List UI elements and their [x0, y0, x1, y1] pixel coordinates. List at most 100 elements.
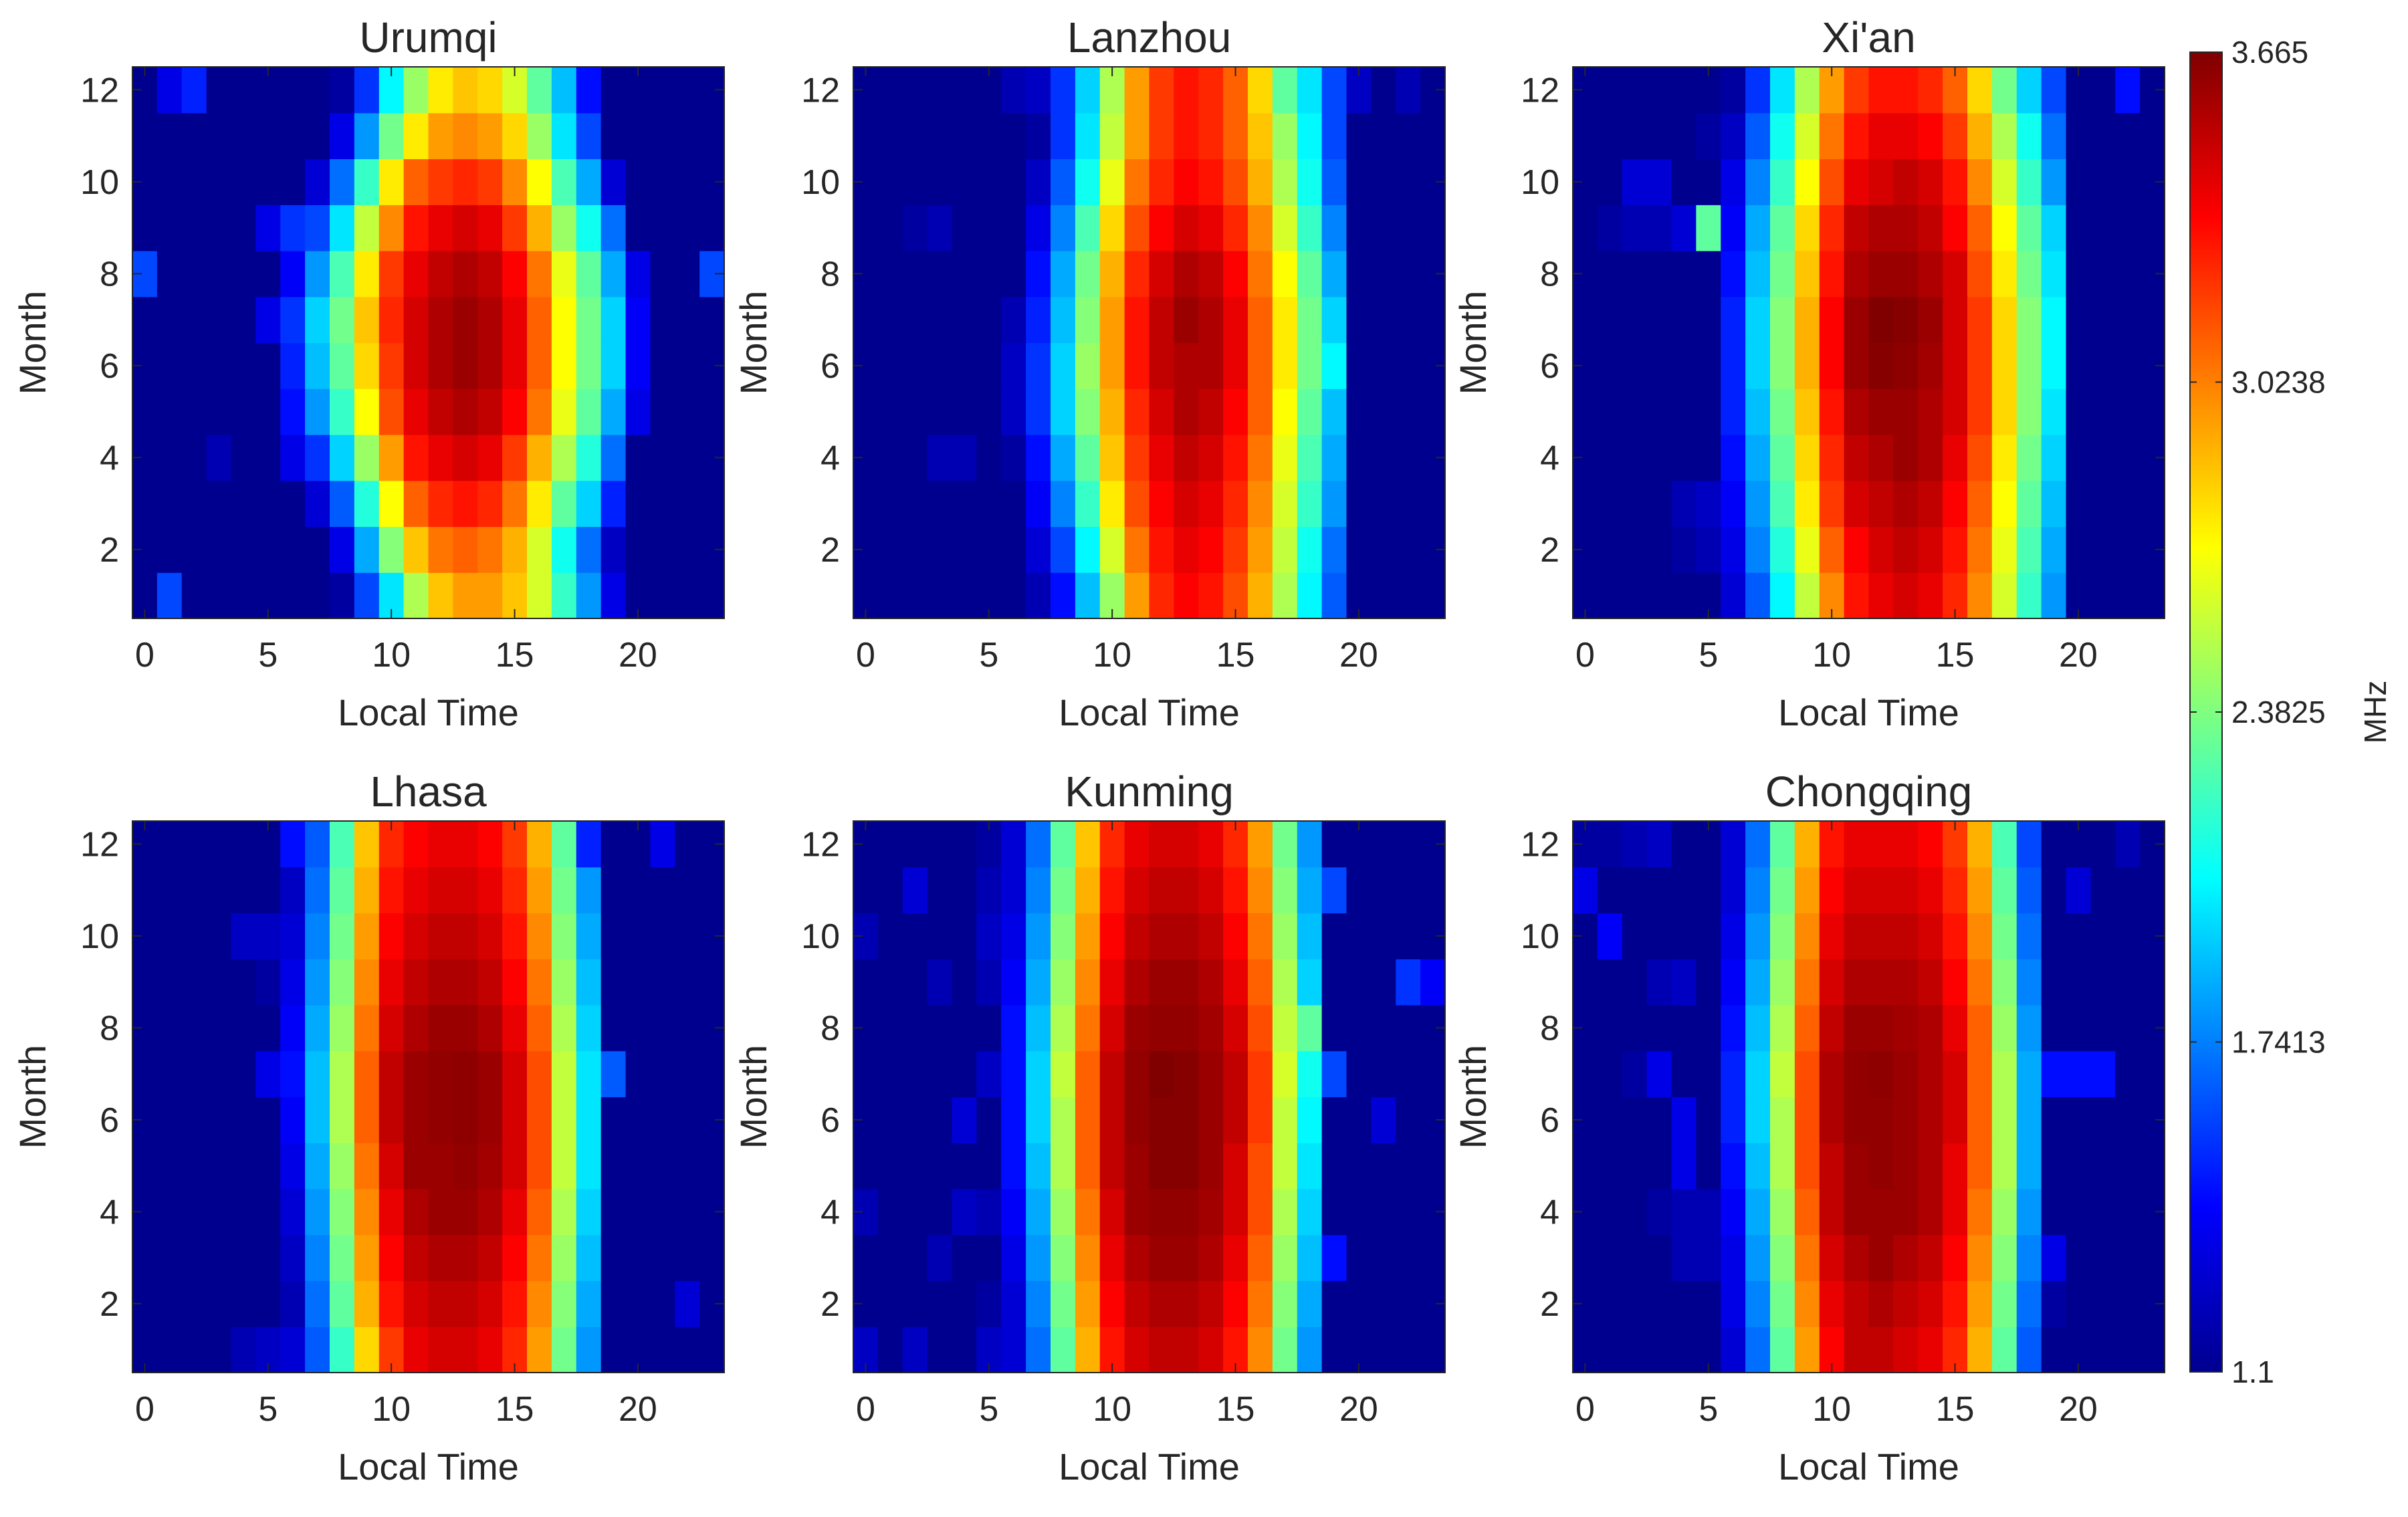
heatmap-cell: [1149, 572, 1174, 619]
panel-title-lhasa: Lhasa: [370, 768, 487, 816]
heatmap-cell: [1868, 1326, 1894, 1373]
y-tick-label: 2: [1540, 531, 1559, 570]
heatmap-cell: [1075, 67, 1101, 114]
heatmap-cell: [1026, 526, 1051, 573]
heatmap-cell: [1272, 388, 1298, 435]
heatmap-cell: [902, 866, 928, 914]
heatmap-cell: [1026, 913, 1051, 959]
heatmap-cell: [2016, 526, 2042, 573]
heatmap-cell: [600, 959, 627, 1006]
heatmap-cell: [1297, 251, 1323, 298]
heatmap-cell: [1943, 1280, 1968, 1327]
heatmap-cell: [2140, 112, 2165, 160]
heatmap-cell: [1321, 913, 1347, 959]
heatmap-cell: [1991, 1280, 2017, 1327]
heatmap-cell: [1346, 1280, 1372, 1327]
heatmap-cell: [853, 1143, 879, 1189]
heatmap-cell: [1893, 388, 1919, 435]
heatmap-cell: [2090, 296, 2116, 344]
heatmap-cell: [330, 1234, 355, 1282]
heatmap-cell: [502, 866, 528, 914]
heatmap-cell: [1396, 342, 1421, 389]
heatmap-cell: [1721, 1326, 1746, 1373]
heatmap-cell: [1622, 1096, 1648, 1143]
heatmap-cell: [1297, 913, 1323, 959]
heatmap-cell: [1844, 866, 1870, 914]
heatmap-cell: [1573, 1234, 1598, 1282]
heatmap-cell: [952, 296, 977, 344]
heatmap-cell: [403, 342, 429, 389]
heatmap-cell: [877, 205, 903, 251]
heatmap-cell: [1124, 572, 1150, 619]
heatmap-cell: [1671, 388, 1696, 435]
heatmap-cell: [1248, 342, 1273, 389]
heatmap-cell: [902, 1005, 928, 1052]
heatmap-cell: [1844, 1050, 1870, 1098]
heatmap-cell: [2115, 1234, 2141, 1282]
heatmap-cell: [330, 866, 355, 914]
heatmap-cell: [1770, 1005, 1795, 1052]
heatmap-cell: [330, 821, 355, 868]
heatmap-cell: [1297, 112, 1323, 160]
heatmap-cell: [1646, 251, 1672, 298]
heatmap-cell: [1991, 1096, 2017, 1143]
heatmap-cell: [1149, 1005, 1174, 1052]
heatmap-cell: [576, 1280, 602, 1327]
heatmap-cell: [1671, 1005, 1696, 1052]
heatmap-cell: [1721, 296, 1746, 344]
heatmap-cell: [1721, 1143, 1746, 1189]
heatmap-cell: [1420, 959, 1446, 1006]
heatmap-cell: [1272, 435, 1298, 481]
heatmap-cell: [453, 388, 478, 435]
heatmap-cell: [2041, 821, 2067, 868]
plot-frame: [132, 820, 725, 1373]
heatmap-cell: [1646, 1096, 1672, 1143]
heatmap-cell: [1819, 480, 1845, 528]
heatmap-cell: [132, 296, 158, 344]
heatmap-cell: [1819, 1189, 1845, 1236]
heatmap-cell: [551, 526, 577, 573]
heatmap-cell: [181, 342, 207, 389]
heatmap-cell: [1248, 296, 1273, 344]
heatmap-cell: [1124, 1326, 1150, 1373]
heatmap-cell: [1075, 526, 1101, 573]
heatmap-cell: [1893, 1280, 1919, 1327]
x-tick-label: 5: [1699, 1390, 1718, 1429]
heatmap-cell: [428, 1143, 453, 1189]
heatmap-cell: [576, 526, 602, 573]
heatmap-cell: [2066, 388, 2091, 435]
heatmap-cell: [477, 821, 503, 868]
heatmap-cell: [1297, 205, 1323, 251]
x-tick-label: 20: [2059, 636, 2098, 675]
heatmap-cell: [305, 1096, 330, 1143]
heatmap-cell: [502, 526, 528, 573]
heatmap-cell: [1597, 480, 1623, 528]
heatmap-cell: [1794, 1280, 1820, 1327]
heatmap-cell: [378, 435, 405, 481]
heatmap-cell: [1819, 959, 1845, 1006]
heatmap-cell: [1198, 1096, 1224, 1143]
heatmap-cell: [1198, 866, 1224, 914]
heatmap-cell: [428, 866, 453, 914]
heatmap-cell: [330, 1005, 355, 1052]
panel-title-lanzhou: Lanzhou: [1067, 13, 1232, 62]
heatmap-cell: [403, 67, 429, 114]
heatmap-cell: [1671, 526, 1696, 573]
heatmap-cell: [1918, 959, 1943, 1006]
heatmap-cell: [1671, 112, 1696, 160]
heatmap-cell: [952, 821, 977, 868]
heatmap-cell: [255, 1050, 281, 1098]
heatmap-cell: [1918, 158, 1943, 205]
heatmap-cell: [502, 480, 528, 528]
heatmap-cell: [600, 1005, 627, 1052]
heatmap-cell: [2066, 1189, 2091, 1236]
heatmap-cell: [2115, 1326, 2141, 1373]
heatmap-cell: [1396, 251, 1421, 298]
heatmap-cell: [1198, 959, 1224, 1006]
heatmap-cell: [675, 1005, 700, 1052]
heatmap-cell: [1371, 112, 1396, 160]
heatmap-cell: [1198, 342, 1224, 389]
heatmap-cell: [1967, 572, 1993, 619]
heatmap-cell: [1819, 205, 1845, 251]
heatmap-cell: [1223, 342, 1248, 389]
